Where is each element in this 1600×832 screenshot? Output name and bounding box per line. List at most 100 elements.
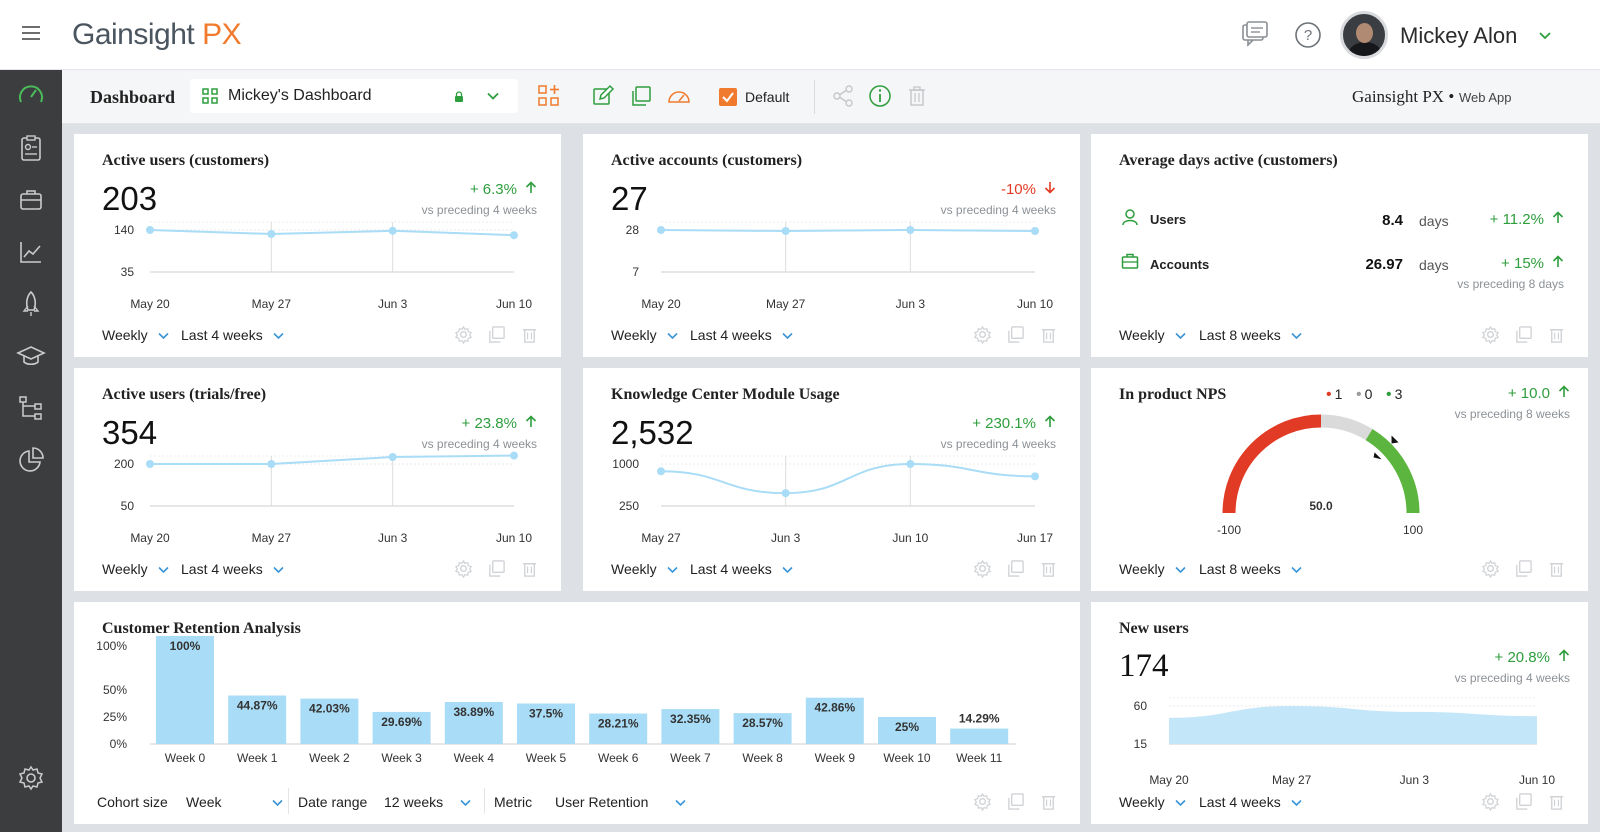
- line-chart: 28 7 May 20 May 27 Jun 3 Jun 10: [626, 221, 1053, 311]
- settings-icon[interactable]: [973, 559, 992, 578]
- trash-icon[interactable]: [1547, 559, 1566, 578]
- settings-icon[interactable]: [1481, 792, 1500, 811]
- range-select[interactable]: Last 4 weeks: [690, 561, 793, 577]
- range-select[interactable]: Last 4 weeks: [690, 327, 793, 343]
- clipboard-icon[interactable]: [15, 132, 47, 164]
- settings-icon[interactable]: [454, 325, 473, 344]
- pie-chart-icon[interactable]: [15, 444, 47, 476]
- share-icon[interactable]: [830, 83, 856, 109]
- trash-icon[interactable]: [904, 83, 930, 109]
- chevron-down-icon: [1175, 333, 1186, 340]
- range-select[interactable]: Last 4 weeks: [1199, 794, 1302, 810]
- app-name-separator: •: [1448, 87, 1455, 106]
- change-value: + 11.2%: [1489, 211, 1544, 228]
- settings-icon[interactable]: [973, 792, 992, 811]
- user-name[interactable]: Mickey Alon: [1400, 23, 1518, 48]
- period-select[interactable]: Weekly: [611, 327, 678, 343]
- trash-icon[interactable]: [1547, 325, 1566, 344]
- hamburger-icon[interactable]: [22, 26, 40, 42]
- trash-icon[interactable]: [1039, 325, 1058, 344]
- trash-icon[interactable]: [1039, 559, 1058, 578]
- row-unit: days: [1419, 213, 1449, 229]
- range-select[interactable]: Last 8 weeks: [1199, 561, 1302, 577]
- gauge-segment: [1365, 429, 1420, 514]
- logo[interactable]: Gainsight PX: [72, 18, 242, 52]
- edit-icon[interactable]: [590, 83, 616, 109]
- speedometer-icon[interactable]: [15, 80, 47, 112]
- info-icon[interactable]: [867, 83, 893, 109]
- metric-select[interactable]: User Retention: [555, 794, 686, 810]
- copy-icon[interactable]: [1514, 325, 1533, 344]
- default-checkbox[interactable]: [719, 88, 737, 106]
- add-widget-icon[interactable]: [536, 83, 562, 109]
- rocket-icon[interactable]: [15, 288, 47, 320]
- briefcase-icon[interactable]: [15, 184, 47, 216]
- period-select[interactable]: Weekly: [102, 561, 169, 577]
- change-value: + 23.8%: [461, 415, 517, 432]
- cohort-size-select[interactable]: Week: [186, 794, 283, 810]
- graduation-cap-icon[interactable]: [15, 340, 47, 372]
- x-tick-label: Week 0: [165, 751, 206, 765]
- gear-icon[interactable]: [15, 762, 47, 794]
- data-point: [906, 460, 915, 468]
- period-value: Weekly: [102, 561, 148, 577]
- range-select[interactable]: Last 4 weeks: [181, 327, 284, 343]
- trash-icon[interactable]: [1547, 792, 1566, 811]
- copy-icon[interactable]: [1006, 792, 1025, 811]
- bar: [733, 713, 792, 744]
- range-select[interactable]: Last 8 weeks: [1199, 327, 1302, 343]
- card-title: Active accounts (customers): [611, 152, 803, 169]
- copy-icon[interactable]: [1514, 792, 1533, 811]
- trash-icon[interactable]: [520, 559, 539, 578]
- card-actions: [1481, 325, 1566, 344]
- compare-text: vs preceding 8 weeks: [1454, 407, 1570, 421]
- period-select[interactable]: Weekly: [611, 561, 678, 577]
- copy-icon[interactable]: [1514, 559, 1533, 578]
- hierarchy-icon[interactable]: [15, 392, 47, 424]
- period-select[interactable]: Weekly: [1119, 794, 1186, 810]
- period-select[interactable]: Weekly: [1119, 327, 1186, 343]
- data-point: [510, 231, 518, 240]
- row-change: + 15%: [1501, 255, 1564, 272]
- row-value: 8.4: [1382, 212, 1403, 229]
- bar-data-label: 100%: [170, 639, 201, 653]
- settings-icon[interactable]: [1481, 325, 1500, 344]
- change-value: -10%: [1000, 181, 1036, 198]
- period-select[interactable]: Weekly: [102, 327, 169, 343]
- trash-icon[interactable]: [520, 325, 539, 344]
- trash-icon[interactable]: [1039, 792, 1058, 811]
- card-active-users-trials: Active users (trials/free) 354 + 23.8% v…: [74, 368, 561, 591]
- copy-icon[interactable]: [487, 559, 506, 578]
- copy-icon[interactable]: [1006, 559, 1025, 578]
- gauge-icon[interactable]: [666, 83, 692, 109]
- help-icon[interactable]: ?: [1293, 20, 1323, 50]
- copy-icon[interactable]: [628, 83, 654, 109]
- card-title: New users: [1119, 620, 1189, 637]
- bar-data-label: 38.89%: [453, 705, 494, 719]
- x-tick-label: May 27: [252, 531, 292, 545]
- dashboard-select[interactable]: Mickey's Dashboard: [190, 79, 518, 113]
- settings-icon[interactable]: [973, 325, 992, 344]
- copy-icon[interactable]: [1006, 325, 1025, 344]
- bar-data-label: 25%: [895, 720, 919, 734]
- chevron-down-icon[interactable]: [1538, 28, 1552, 46]
- card-retention-analysis: Customer Retention Analysis 100% 50% 25% 0%…: [74, 602, 1080, 824]
- metric-value: 27: [611, 180, 648, 217]
- settings-icon[interactable]: [1481, 559, 1500, 578]
- period-select[interactable]: Weekly: [1119, 561, 1186, 577]
- chat-icon[interactable]: [1240, 20, 1270, 50]
- copy-icon[interactable]: [487, 325, 506, 344]
- bar: [950, 728, 1009, 744]
- line-chart: 140 35 May 20 May 27 Jun 3 Jun 10: [114, 221, 532, 311]
- range-select[interactable]: Last 4 weeks: [181, 561, 284, 577]
- y-tick-label: 250: [619, 499, 639, 513]
- nps-gauge: 50.0 -100 100: [1217, 414, 1423, 537]
- x-tick-label: Jun 3: [896, 297, 926, 311]
- y-tick-label: 140: [114, 223, 134, 237]
- line-chart-icon[interactable]: [15, 236, 47, 268]
- avatar[interactable]: [1340, 11, 1388, 59]
- date-range-select[interactable]: 12 weeks: [384, 794, 471, 810]
- settings-icon[interactable]: [454, 559, 473, 578]
- data-point: [657, 467, 665, 476]
- card-title: Average days active (customers): [1119, 152, 1338, 169]
